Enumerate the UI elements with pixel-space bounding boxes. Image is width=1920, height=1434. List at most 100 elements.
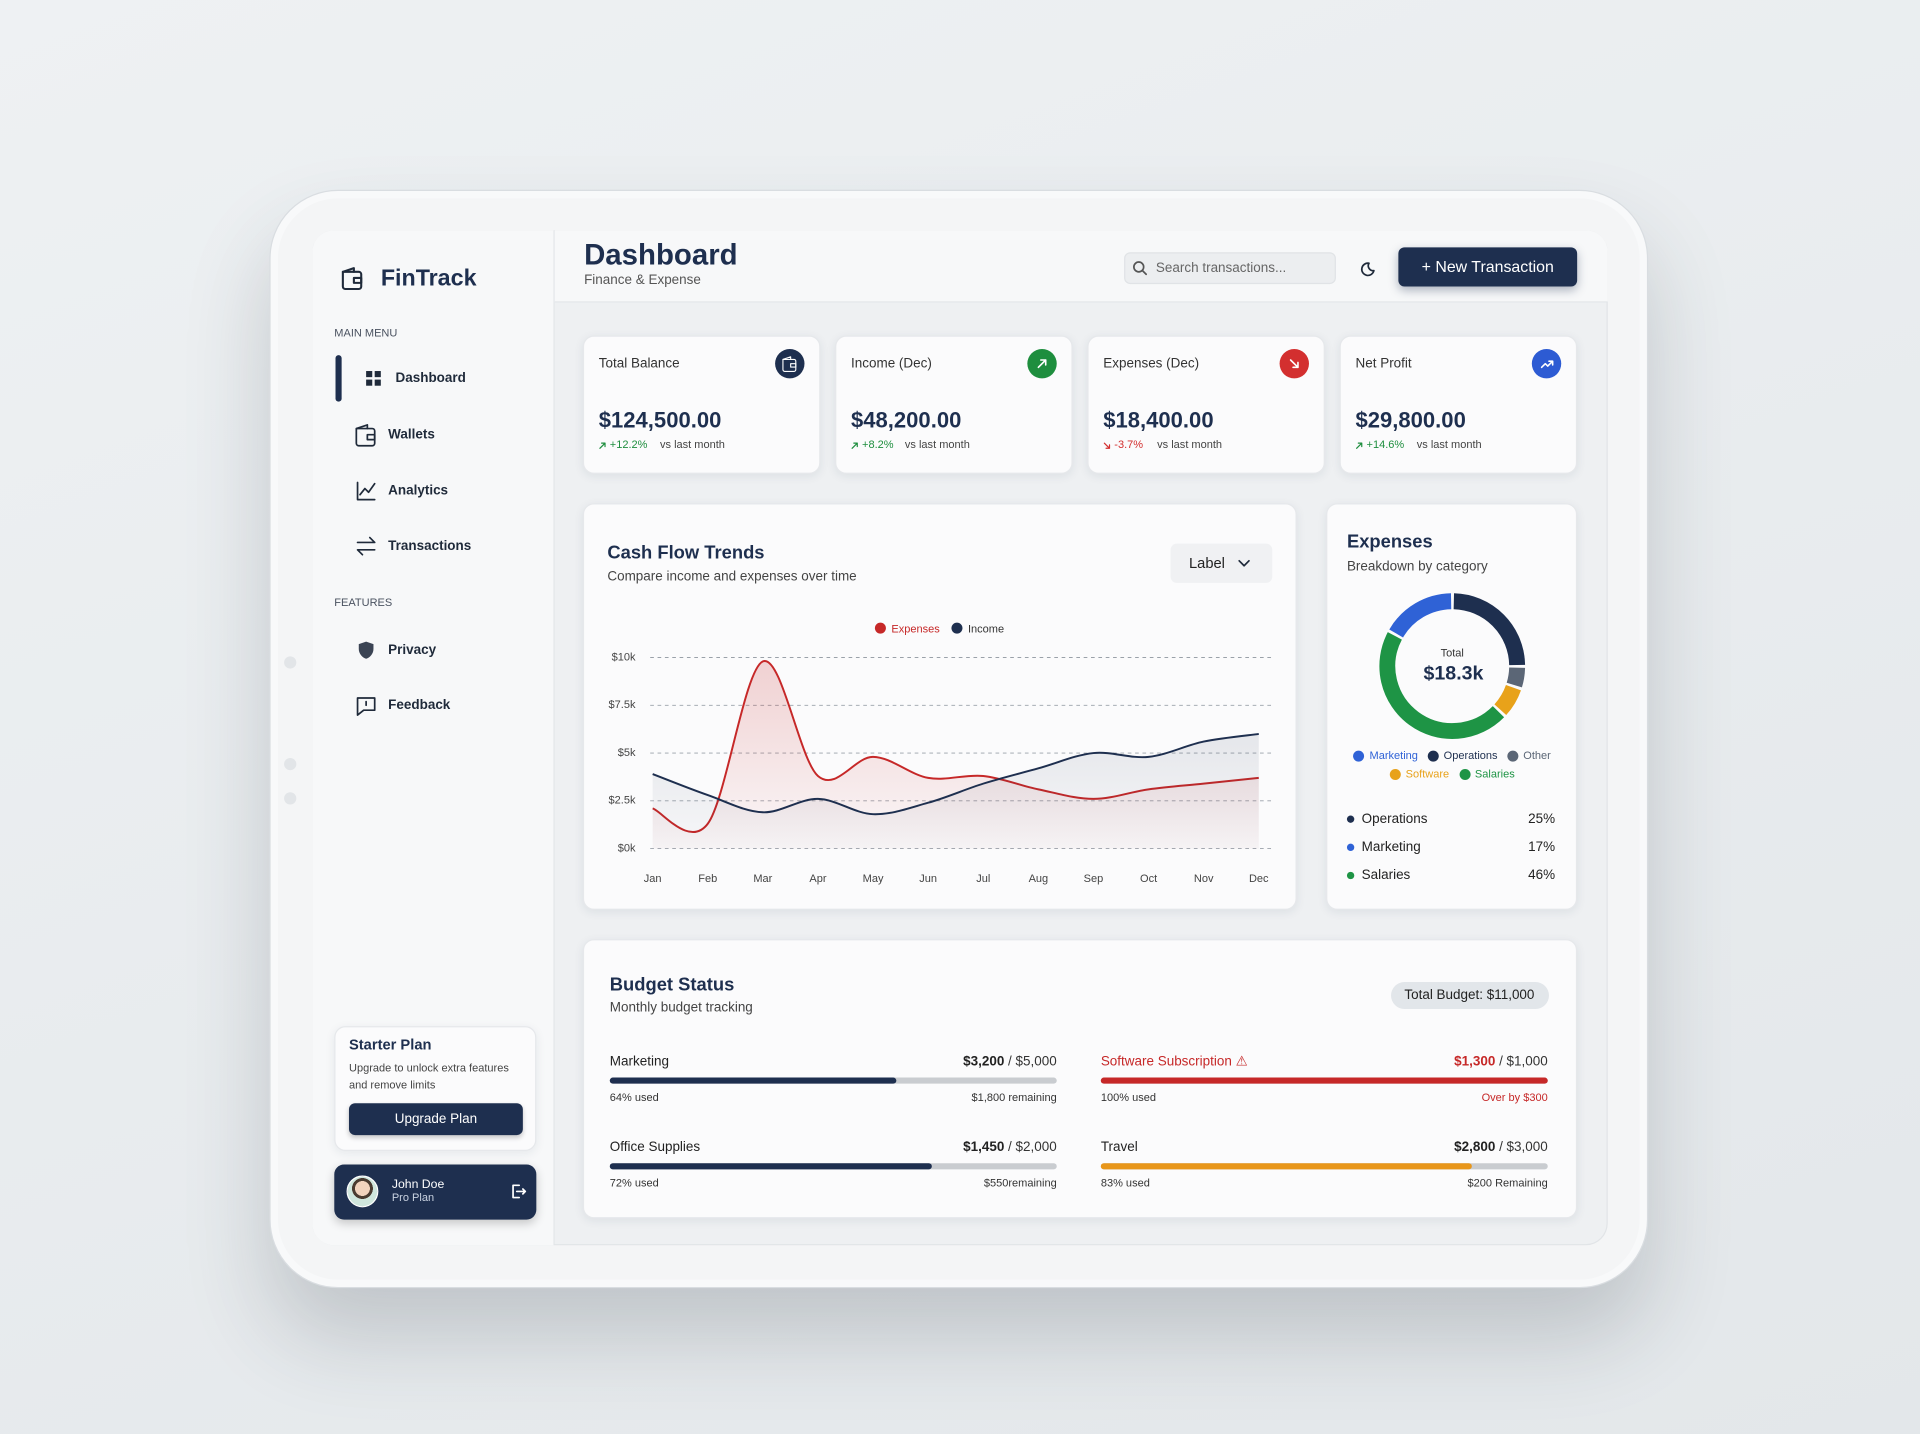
budget-spent: $2,800: [1454, 1140, 1496, 1155]
stat-icon: [775, 348, 805, 379]
breakdown-value: 46%: [1528, 867, 1556, 883]
budget-name: Travel: [1100, 1139, 1138, 1155]
legend-label: Operations: [1443, 749, 1498, 762]
budget-spent: $1,300: [1454, 1054, 1496, 1069]
budget-limit: / $3,000: [1499, 1140, 1548, 1155]
stat-value: $18,400.00: [1103, 408, 1214, 433]
stat-label: Income (Dec): [851, 356, 932, 371]
search-box[interactable]: [1124, 252, 1336, 285]
new-transaction-button[interactable]: [1398, 247, 1578, 287]
section-title: MAIN MENU: [334, 327, 398, 340]
budget-name: Office Supplies: [609, 1139, 701, 1155]
sensor-dot: [284, 792, 297, 805]
page-title: Dashboard: [584, 239, 738, 273]
section-title: FEATURES: [334, 596, 393, 609]
stat-note: vs last month: [1157, 438, 1223, 451]
search-placeholder: Search transactions...: [1155, 260, 1287, 276]
chart-subtitle: Breakdown by category: [1346, 559, 1488, 575]
menu-label: Feedback: [388, 697, 451, 713]
legend-swatch: [1507, 750, 1519, 762]
legend-label: Other: [1523, 749, 1551, 762]
budget-used: 72% used: [609, 1176, 659, 1190]
legend-swatch: [1427, 750, 1439, 762]
stat-label: Net Profit: [1355, 356, 1412, 371]
theme-toggle[interactable]: [1356, 256, 1380, 280]
budget-used: 83% used: [1100, 1176, 1150, 1190]
menu-label: Privacy: [388, 642, 437, 658]
budget-used: 100% used: [1100, 1091, 1156, 1104]
stat-value: $29,800.00: [1355, 408, 1466, 433]
budget-limit: / $1,000: [1499, 1054, 1548, 1069]
breakdown-dot: [1346, 843, 1355, 852]
budget-limit: / $5,000: [1008, 1054, 1057, 1069]
dropdown-label: Label: [1188, 554, 1225, 573]
budget-limit: / $2,000: [1008, 1140, 1057, 1155]
sensor-dot: [284, 656, 297, 669]
menu-label: Transactions: [388, 538, 472, 554]
chart-title: Expenses: [1346, 531, 1433, 553]
stat-change: +12.2%: [609, 438, 648, 451]
legend-swatch: [1458, 768, 1471, 780]
stat-change: +14.6%: [1366, 438, 1405, 451]
active-indicator: [335, 355, 342, 402]
budget-name: Marketing: [609, 1054, 669, 1069]
donut-center-label: Total: [1440, 646, 1464, 659]
section-title: Budget Status: [609, 975, 735, 996]
stat-label: Expenses (Dec): [1103, 356, 1200, 371]
chart-subtitle: Compare income and expenses over time: [607, 569, 857, 584]
breakdown-dot: [1346, 815, 1355, 823]
budget-amount: $1,450/ $2,000: [963, 1139, 1057, 1157]
user-plan: Pro Plan: [391, 1191, 435, 1204]
plan-title: Starter Plan: [348, 1036, 432, 1054]
budget-remaining: $550remaining: [983, 1176, 1057, 1190]
stat-change: -3.7%: [1114, 438, 1144, 451]
sensor-dot: [284, 757, 297, 771]
total-budget: Total Budget: $11,000: [1404, 987, 1535, 1003]
breakdown-name: Marketing: [1361, 839, 1421, 855]
breakdown-value: 25%: [1528, 811, 1556, 827]
breakdown-name: Salaries: [1361, 867, 1411, 883]
budget-amount: $1,300/ $1,000: [1454, 1053, 1548, 1071]
upgrade-button[interactable]: [348, 1103, 523, 1136]
stat-note: vs last month: [1416, 438, 1482, 451]
donut-legend: Marketing Operations Other Software Salaries: [1342, 749, 1562, 780]
budget-remaining: $1,800 remaining: [971, 1091, 1057, 1104]
menu-label: Analytics: [388, 483, 449, 499]
plan-text: Upgrade to unlock extra features and rem…: [348, 1061, 509, 1092]
budget-name: Software Subscription ⚠: [1100, 1054, 1248, 1069]
section-subtitle: Monthly budget tracking: [609, 1000, 753, 1015]
budget-amount: $3,200/ $5,000: [963, 1053, 1057, 1071]
total-pill: [1391, 982, 1549, 1009]
menu-label: Dashboard: [395, 370, 466, 386]
legend-label: Salaries: [1474, 767, 1515, 781]
budget-fill: [609, 1077, 896, 1084]
logout-button[interactable]: [507, 1180, 529, 1202]
budget-amount: $2,800/ $3,000: [1454, 1139, 1548, 1157]
stat-value: $124,500.00: [598, 408, 722, 433]
legend-item: Software: [1389, 767, 1450, 781]
stat-change: +8.2%: [862, 438, 894, 451]
menu-label: Wallets: [388, 427, 435, 442]
stat-value: $48,200.00: [851, 408, 962, 433]
dropdown[interactable]: [1170, 543, 1273, 583]
button-label: Upgrade Plan: [394, 1111, 478, 1127]
stat-icon: [1027, 348, 1057, 379]
budget-fill: [609, 1163, 932, 1170]
stat-label: Total Balance: [598, 356, 680, 371]
user-name: John Doe: [391, 1177, 445, 1191]
page-subtitle: Finance & Expense: [584, 272, 701, 288]
breakdown-name: Operations: [1361, 811, 1428, 827]
avatar: [346, 1175, 379, 1208]
budget-used: 64% used: [609, 1091, 659, 1104]
budget-remaining: $200 Remaining: [1467, 1176, 1548, 1190]
stat-note: vs last month: [904, 438, 970, 451]
chart-title: Cash Flow Trends: [607, 542, 765, 564]
budget-remaining: Over by $300: [1481, 1091, 1548, 1104]
button-label: + New Transaction: [1421, 256, 1554, 275]
legend-label: Software: [1405, 767, 1450, 781]
budget-spent: $3,200: [963, 1054, 1005, 1069]
legend-item: Other: [1507, 749, 1551, 762]
legend-label: Marketing: [1369, 749, 1418, 762]
